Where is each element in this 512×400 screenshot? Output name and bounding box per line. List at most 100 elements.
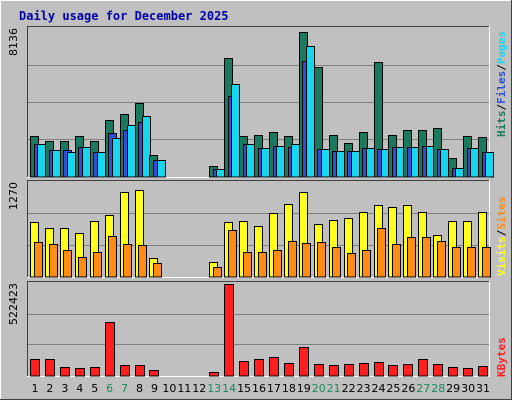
legend-entry: Visits	[495, 236, 508, 276]
x-tick-label: 2	[46, 382, 53, 395]
legend-entry: Pages	[495, 31, 508, 64]
bar-kbytes-day-7	[120, 365, 130, 377]
y-axis-max-label: 8136	[7, 28, 20, 56]
bar-pages-day-22	[351, 151, 360, 178]
x-tick-label: 3	[61, 382, 68, 395]
bar-pages-day-2	[52, 150, 61, 178]
bar-sites-day-15	[243, 252, 252, 278]
x-tick-label: 19	[297, 382, 311, 395]
x-tick-label: 26	[401, 382, 415, 395]
bar-pages-day-9	[157, 160, 166, 178]
x-tick-label: 8	[136, 382, 143, 395]
bar-pages-day-31	[485, 152, 494, 178]
bar-kbytes-day-28	[433, 364, 443, 377]
x-tick-label: 5	[91, 382, 98, 395]
legend-2: KBytes	[495, 337, 508, 377]
x-tick-label: 15	[237, 382, 251, 395]
panel-hits-files-pages: 8136	[7, 26, 494, 178]
chart-panels: 8136 1270 522423	[7, 26, 494, 377]
legend-entry: KBytes	[495, 337, 508, 377]
bar-pages-day-8	[142, 116, 151, 178]
x-tick-label: 7	[121, 382, 128, 395]
x-tick-label: 25	[386, 382, 400, 395]
bar-pages-day-29	[455, 168, 464, 178]
x-tick-label: 17	[267, 382, 281, 395]
bar-sites-day-23	[362, 250, 371, 278]
bar-pages-day-30	[470, 148, 479, 178]
bar-pages-day-18	[291, 144, 300, 178]
legend-entry: Files	[495, 71, 508, 104]
legend-entry: Sites	[495, 197, 508, 230]
legend-0: Hits/Files/Pages	[495, 31, 508, 137]
bar-kbytes-day-22	[344, 364, 354, 377]
bar-sites-day-29	[452, 247, 461, 278]
bar-pages-day-21	[336, 151, 345, 178]
bar-kbytes-day-3	[60, 367, 70, 377]
bar-sites-day-5	[93, 252, 102, 278]
bar-pages-day-15	[246, 144, 255, 178]
x-tick-label: 30	[461, 382, 475, 395]
bar-kbytes-day-8	[135, 365, 145, 377]
bar-pages-day-7	[127, 125, 136, 178]
bar-sites-day-24	[377, 228, 386, 278]
bar-sites-day-27	[422, 237, 431, 278]
bar-pages-day-4	[82, 147, 91, 178]
bar-kbytes-day-17	[269, 357, 279, 377]
bar-sites-day-19	[302, 243, 311, 278]
bar-kbytes-day-26	[403, 364, 413, 377]
bar-sites-day-3	[63, 250, 72, 278]
bar-sites-day-2	[49, 244, 58, 278]
x-tick-label: 9	[151, 382, 158, 395]
bar-kbytes-day-9	[149, 370, 159, 377]
bar-kbytes-day-14	[224, 284, 234, 377]
bar-kbytes-day-13	[209, 372, 219, 377]
bar-kbytes-day-16	[254, 359, 264, 377]
x-tick-label: 16	[252, 382, 266, 395]
bar-sites-day-17	[273, 250, 282, 278]
x-tick-label: 23	[357, 382, 371, 395]
bar-sites-day-7	[123, 244, 132, 278]
bar-kbytes-day-18	[284, 363, 294, 377]
legend-entry: /	[495, 64, 508, 71]
bar-kbytes-day-19	[299, 347, 309, 377]
chart-title: Daily usage for December 2025	[19, 9, 229, 23]
bar-kbytes-day-29	[448, 367, 458, 377]
x-tick-label: 29	[446, 382, 460, 395]
x-tick-label: 21	[327, 382, 341, 395]
x-tick-label: 10	[162, 382, 176, 395]
bar-kbytes-day-20	[314, 364, 324, 377]
x-tick-label: 28	[431, 382, 445, 395]
bar-kbytes-day-23	[359, 363, 369, 377]
bar-pages-day-28	[440, 149, 449, 178]
panel-kbytes: 522423	[7, 281, 490, 377]
x-tick-label: 18	[282, 382, 296, 395]
bar-sites-day-30	[467, 247, 476, 278]
bar-sites-day-28	[437, 241, 446, 278]
bar-sites-day-26	[407, 237, 416, 278]
bar-sites-day-14	[228, 230, 237, 278]
bar-sites-day-18	[288, 241, 297, 278]
bar-sites-day-16	[258, 252, 267, 278]
bar-sites-day-25	[392, 244, 401, 278]
bar-sites-day-1	[34, 242, 43, 278]
bar-pages-day-5	[97, 152, 106, 178]
y-axis-max-label: 1270	[7, 182, 20, 210]
x-tick-label: 31	[476, 382, 490, 395]
bar-pages-day-19	[306, 46, 315, 178]
bar-pages-day-13	[216, 169, 225, 178]
x-tick-label: 13	[207, 382, 221, 395]
bar-pages-day-20	[321, 149, 330, 178]
bar-kbytes-day-4	[75, 368, 85, 377]
x-tick-label: 14	[222, 382, 236, 395]
x-tick-label: 4	[76, 382, 83, 395]
legend-1: Visits/Sites	[495, 197, 508, 277]
bar-pages-day-6	[112, 138, 121, 178]
bar-pages-day-3	[67, 152, 76, 178]
x-tick-label: 24	[371, 382, 385, 395]
x-axis-labels: 1 2 3 4 5 6 7 8 9 10 11 12 13 14 15 16 17 18 19 20 21 22 23 24 2…	[31, 382, 490, 395]
bar-kbytes-day-24	[374, 362, 384, 377]
bar-kbytes-day-6	[105, 322, 115, 377]
bar-pages-day-16	[261, 148, 270, 178]
